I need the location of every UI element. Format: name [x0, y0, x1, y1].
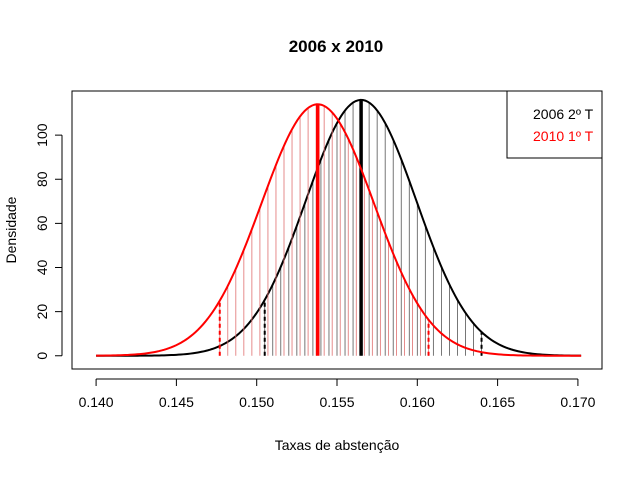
chart-title: 2006 x 2010 — [289, 37, 384, 56]
legend-entry-2006: 2006 2º T — [533, 106, 594, 122]
legend-box — [506, 90, 603, 159]
x-axis-label: Taxas de abstenção — [275, 437, 400, 453]
x-tick-label: 0.165 — [480, 394, 515, 410]
x-axis: 0.140 0.145 0.150 0.155 0.160 0.165 0.170 — [79, 378, 596, 410]
legend: 2006 2º T 2010 1º T — [506, 90, 603, 159]
y-axis: 0 20 40 60 80 100 — [34, 123, 63, 360]
y-tick-label: 40 — [34, 260, 50, 276]
y-tick-label: 20 — [34, 304, 50, 320]
x-tick-label: 0.155 — [319, 394, 354, 410]
x-tick-label: 0.140 — [79, 394, 114, 410]
density-curve-2010 — [96, 103, 582, 357]
y-tick-label: 80 — [34, 171, 50, 187]
legend-entry-2010: 2010 1º T — [533, 128, 594, 144]
x-tick-label: 0.145 — [159, 394, 194, 410]
plot-area — [96, 98, 582, 357]
x-tick-label: 0.160 — [400, 394, 435, 410]
y-tick-label: 60 — [34, 215, 50, 231]
plot-frame — [71, 90, 603, 370]
y-tick-label: 0 — [34, 352, 50, 360]
y-tick-label: 100 — [34, 123, 50, 147]
x-tick-label: 0.170 — [560, 394, 595, 410]
x-tick-label: 0.150 — [239, 394, 274, 410]
y-axis-label: Densidade — [3, 196, 19, 263]
